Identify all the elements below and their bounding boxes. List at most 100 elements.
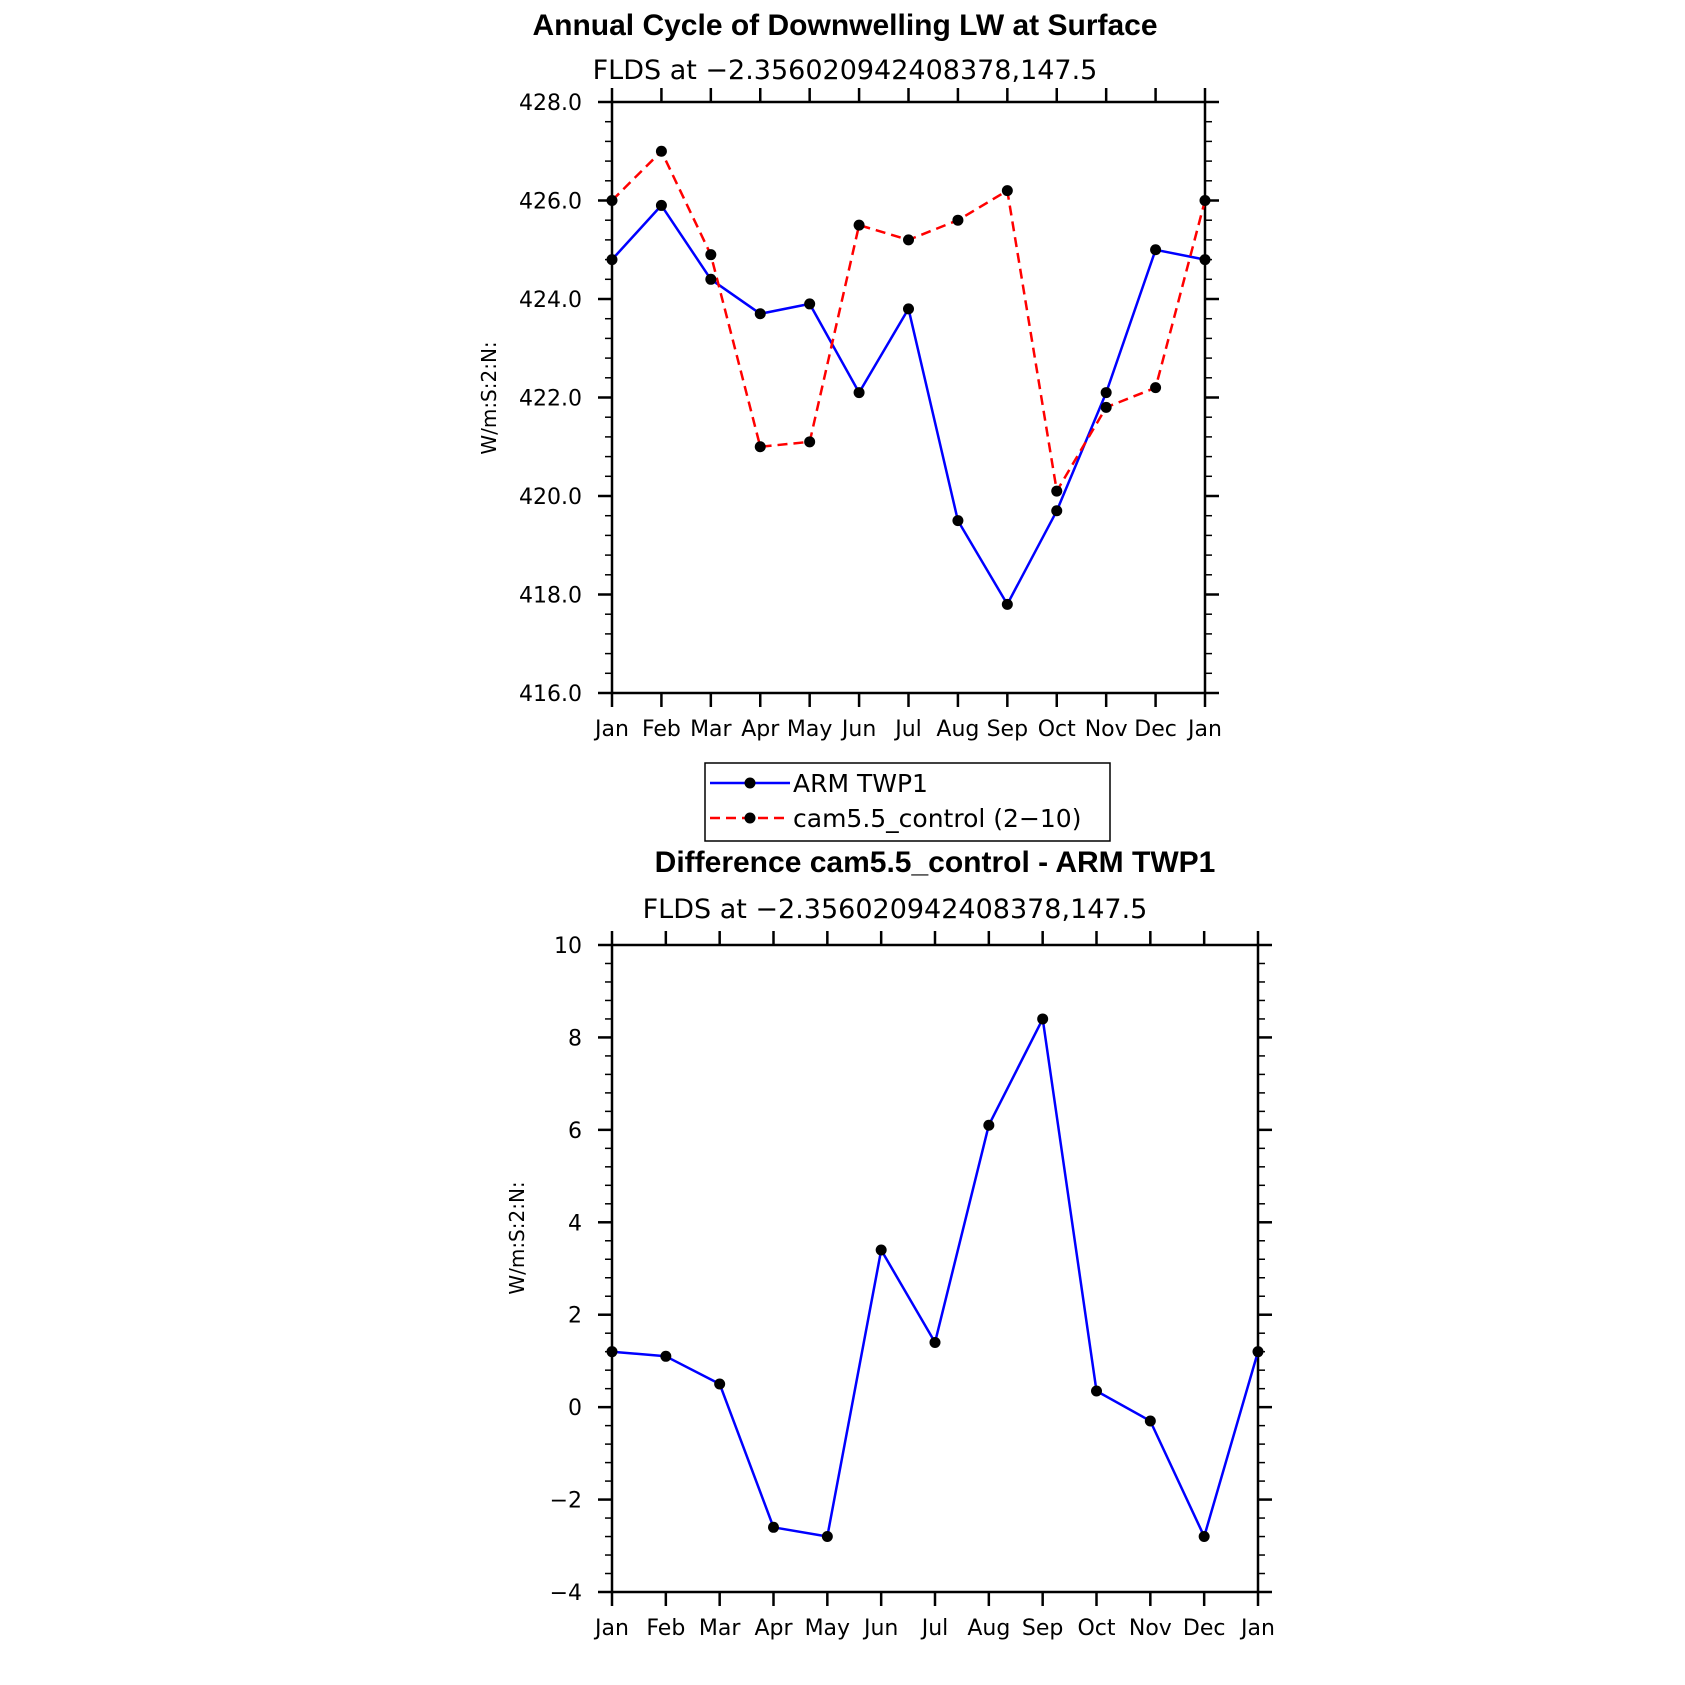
x-tick-label: Jan — [1239, 1616, 1275, 1641]
y-tick-label: 416.0 — [519, 682, 582, 707]
x-tick-label: Oct — [1038, 717, 1076, 742]
x-tick-label: Aug — [967, 1616, 1010, 1641]
series-line-1 — [611, 150, 1207, 493]
data-point — [754, 441, 766, 453]
data-point — [804, 436, 816, 448]
axes: Jan Feb Mar Apr May Jun Jul Aug Sep Oct Nov Dec Jan 4… — [519, 88, 1222, 742]
y-tick-label: −4 — [550, 1581, 582, 1606]
data-point — [804, 298, 816, 310]
data-point — [853, 219, 865, 231]
x-tick-label: Jan — [1186, 717, 1222, 742]
x-tick-label: Jan — [593, 717, 629, 742]
x-tick-label: Nov — [1129, 1616, 1172, 1641]
data-point — [1150, 244, 1162, 256]
data-point — [1252, 1346, 1264, 1358]
data-point — [929, 1336, 941, 1348]
data-point — [714, 1378, 726, 1390]
legend-label-cam: cam5.5_control (2−10) — [793, 804, 1081, 833]
legend-marker-arm — [744, 777, 756, 789]
x-tick-label: Mar — [699, 1616, 741, 1641]
series-lines — [611, 1017, 1260, 1538]
y-axis-label: W/m:S:2:N: — [477, 341, 501, 454]
x-tick-label: May — [805, 1616, 850, 1641]
x-tick-label: Apr — [754, 1616, 793, 1641]
x-tick-label: Jun — [862, 1616, 898, 1641]
data-point — [1199, 195, 1211, 206]
y-tick-label: 424.0 — [519, 288, 582, 313]
x-tick-label: Dec — [1134, 717, 1177, 742]
y-tick-label: −2 — [550, 1489, 582, 1514]
x-tick-label: May — [787, 717, 832, 742]
plot-frame — [610, 100, 1207, 695]
legend-marker-cam — [744, 812, 756, 824]
data-point — [1150, 382, 1162, 394]
data-point — [606, 1346, 618, 1358]
data-point — [903, 234, 914, 246]
data-point — [1001, 598, 1013, 610]
data-point — [655, 145, 667, 157]
x-tick-label: Nov — [1085, 717, 1128, 742]
x-tick-label: Apr — [741, 717, 780, 742]
x-tick-label: Feb — [646, 1616, 685, 1641]
data-point — [903, 303, 914, 315]
y-axis-label: W/m:S:2:N: — [505, 1181, 529, 1294]
x-tick-label: Jun — [840, 717, 876, 742]
legend-label-arm: ARM TWP1 — [793, 769, 928, 798]
x-tick-label: Sep — [1022, 1616, 1063, 1641]
data-point — [1100, 387, 1112, 399]
data-point — [1144, 1415, 1156, 1427]
data-point — [1100, 401, 1112, 413]
x-tick-label: Dec — [1183, 1616, 1226, 1641]
data-point — [983, 1119, 995, 1131]
chart-title: Difference cam5.5_control - ARM TWP1 — [655, 846, 1216, 879]
data-point — [606, 195, 618, 206]
data-point — [1001, 185, 1013, 197]
y-tick-label: 2 — [568, 1304, 582, 1329]
plot-frame — [610, 943, 1260, 1594]
data-point — [821, 1531, 833, 1543]
data-point — [1199, 254, 1211, 266]
series-lines — [611, 150, 1207, 606]
data-point — [768, 1521, 779, 1533]
y-tick-label: 428.0 — [519, 91, 582, 116]
data-point — [1051, 505, 1063, 517]
y-tick-label: 426.0 — [519, 190, 582, 215]
x-tick-label: Sep — [987, 717, 1028, 742]
data-point — [660, 1350, 672, 1362]
data-point — [952, 214, 964, 226]
x-tick-label: Jan — [593, 1616, 629, 1641]
chart-subtitle: FLDS at −2.356020942408378,147.5 — [593, 55, 1098, 86]
series-points — [606, 1013, 1264, 1543]
y-tick-label: 422.0 — [519, 387, 582, 412]
data-point — [606, 254, 618, 266]
series-points — [606, 145, 1211, 610]
data-point — [952, 515, 964, 527]
legend-box — [704, 762, 1111, 842]
y-tick-label: 6 — [568, 1119, 582, 1144]
data-point — [705, 273, 717, 285]
series-line-0 — [611, 1017, 1260, 1538]
y-tick-label: 8 — [568, 1026, 582, 1051]
data-point — [853, 387, 865, 399]
y-tick-label: 4 — [568, 1211, 582, 1236]
data-point — [1037, 1013, 1049, 1025]
series-line-0 — [611, 204, 1206, 606]
data-point — [655, 199, 667, 211]
x-tick-label: Aug — [936, 717, 979, 742]
x-tick-label: Mar — [690, 717, 732, 742]
axes: Jan Feb Mar Apr May Jun Jul Aug Sep Oct Nov Dec Jan−… — [550, 931, 1275, 1641]
chart-title: Annual Cycle of Downwelling LW at Surfac… — [532, 9, 1157, 42]
x-tick-label: Feb — [642, 717, 681, 742]
x-tick-label: Jul — [893, 717, 922, 742]
data-point — [1198, 1531, 1210, 1543]
difference-chart: Difference cam5.5_control - ARM TWP1 FLD… — [505, 846, 1275, 1641]
data-point — [705, 249, 717, 261]
x-tick-label: Oct — [1077, 1616, 1115, 1641]
data-point — [754, 308, 766, 320]
y-tick-label: 0 — [568, 1396, 582, 1421]
y-tick-label: 418.0 — [519, 584, 582, 609]
x-tick-label: Jul — [920, 1616, 949, 1641]
data-point — [1051, 485, 1063, 497]
data-point — [1091, 1385, 1102, 1397]
